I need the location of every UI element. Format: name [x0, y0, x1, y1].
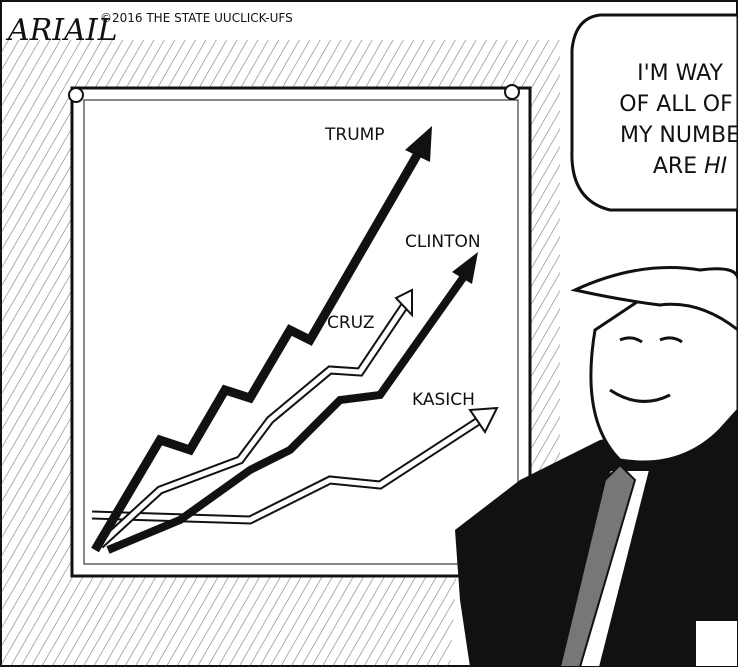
- bubble-line: OF ALL OF: [619, 92, 733, 117]
- kasich-arrow: [468, 406, 499, 434]
- trump-arrow: [405, 126, 432, 162]
- bubble-word: ARE: [653, 154, 697, 179]
- pin: [504, 84, 520, 100]
- bubble-line: I'M WAY: [637, 61, 723, 86]
- label-trump: TRUMP: [324, 125, 385, 145]
- bubble-emphasis: HI: [704, 154, 727, 179]
- cruz-arrow: [394, 288, 413, 318]
- kasich-line: [91, 417, 482, 523]
- smile: [609, 388, 671, 403]
- hair: [570, 266, 738, 332]
- bubble-line: MY NUMBE: [620, 123, 738, 148]
- cruz-line: [98, 303, 408, 547]
- speech-bubble: [570, 13, 738, 212]
- trump-line: [91, 147, 424, 553]
- label-cruz: CRUZ: [327, 313, 374, 333]
- eyes: [619, 336, 683, 344]
- clinton-arrow: [452, 252, 478, 284]
- label-clinton: CLINTON: [405, 232, 481, 252]
- chart-inner: [83, 99, 519, 565]
- credit: ©2016 THE STATE UUCLICK-UFS: [100, 11, 293, 25]
- tie: [558, 463, 637, 667]
- hand: [694, 619, 738, 667]
- pin: [68, 87, 84, 103]
- label-kasich: KASICH: [412, 390, 475, 410]
- bubble-line: ARE HI: [653, 154, 727, 179]
- clinton-line: [106, 272, 469, 554]
- signature: ARIAIL: [5, 13, 118, 48]
